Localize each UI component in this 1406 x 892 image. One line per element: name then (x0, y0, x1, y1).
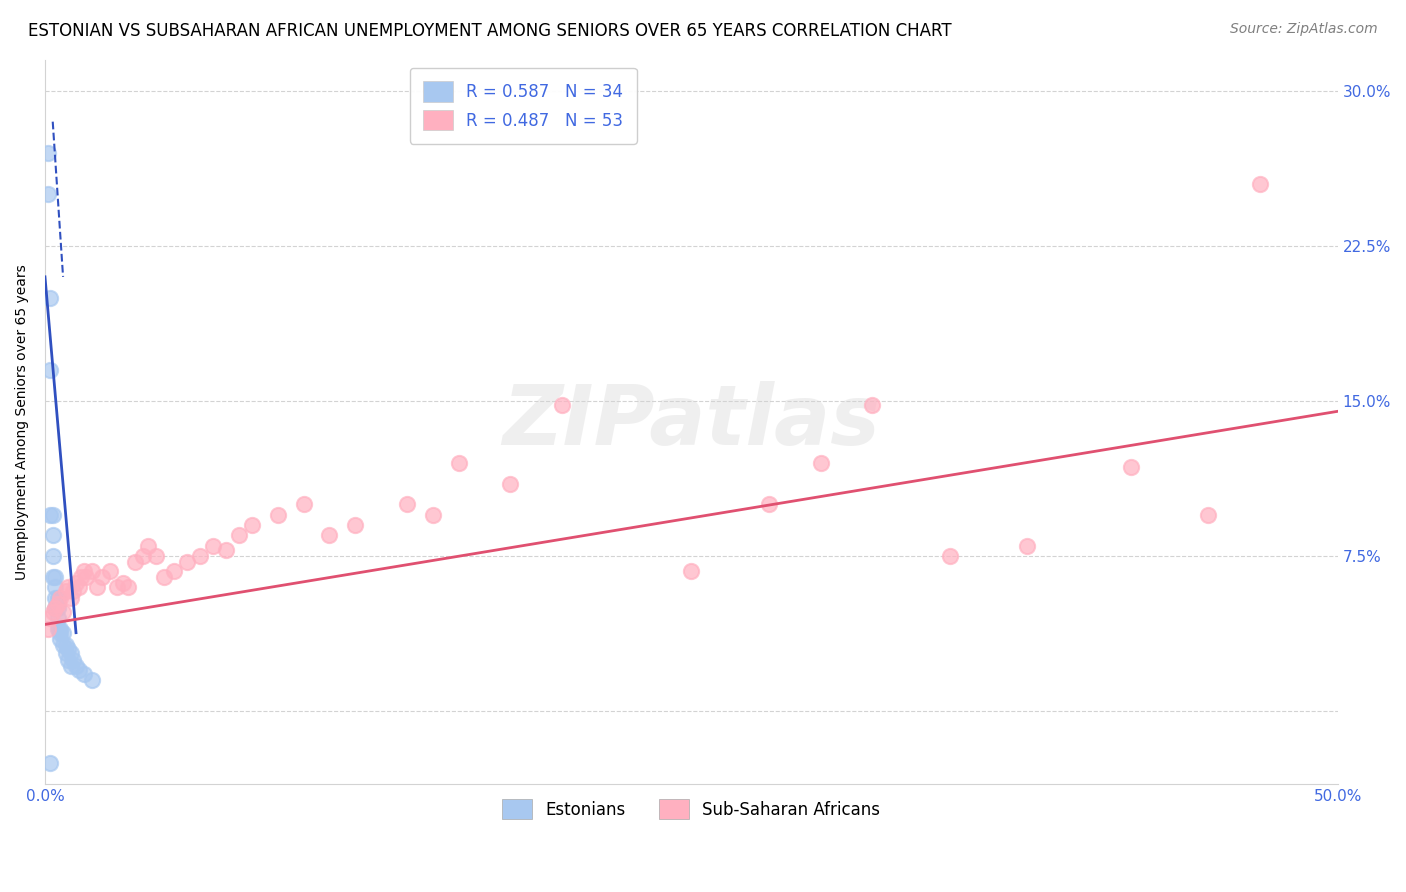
Point (132, 549, 155, 563)
Point (52, 605, 75, 619)
Point (98, 564, 121, 578)
Point (499, 476, 522, 491)
Point (59, 647, 82, 661)
Point (1197, 508, 1219, 522)
Point (73, 564, 96, 578)
Point (37, 622, 59, 636)
Point (52, 625, 75, 640)
Point (67, 663, 90, 677)
Point (176, 555, 198, 569)
Point (75, 570, 97, 584)
Point (52, 638, 75, 652)
Point (117, 580, 139, 594)
Point (42, 570, 65, 584)
Point (65, 576, 87, 591)
Point (49, 591, 72, 605)
Point (70, 570, 93, 584)
Text: ESTONIAN VS SUBSAHARAN AFRICAN UNEMPLOYMENT AMONG SENIORS OVER 65 YEARS CORRELAT: ESTONIAN VS SUBSAHARAN AFRICAN UNEMPLOYM… (28, 22, 952, 40)
Point (422, 508, 444, 522)
Point (758, 497, 780, 511)
Point (80, 564, 103, 578)
Point (1017, 539, 1039, 553)
Point (39, 363, 62, 377)
Point (80, 673, 103, 688)
Point (73, 667, 96, 681)
Point (44, 580, 66, 594)
Point (39, 291, 62, 305)
Point (44, 570, 66, 584)
Point (58, 652, 80, 666)
Point (55, 584, 77, 599)
Point (42, 508, 65, 522)
Text: Source: ZipAtlas.com: Source: ZipAtlas.com (1230, 22, 1378, 37)
Point (42, 549, 65, 563)
Point (46, 611, 69, 625)
Point (42, 605, 65, 619)
Point (46, 597, 69, 611)
Point (318, 528, 340, 542)
Point (44, 600, 66, 615)
Point (55, 638, 77, 652)
Point (111, 576, 134, 591)
Point (46, 622, 69, 636)
Point (49, 622, 72, 636)
Point (266, 508, 288, 522)
Point (39, 508, 62, 522)
Point (58, 580, 80, 594)
Point (292, 497, 315, 511)
Point (90, 570, 112, 584)
Point (810, 456, 832, 470)
Point (44, 600, 66, 615)
Point (163, 564, 186, 578)
Point (55, 647, 77, 661)
Point (447, 456, 470, 470)
Point (62, 652, 84, 666)
Legend: Estonians, Sub-Saharan Africans: Estonians, Sub-Saharan Africans (495, 792, 887, 826)
Point (67, 580, 90, 594)
Point (49, 632, 72, 646)
Point (86, 580, 108, 594)
Point (228, 528, 250, 542)
Point (215, 543, 238, 558)
Point (37, 187, 59, 202)
Point (39, 756, 62, 770)
Point (240, 518, 263, 533)
Point (59, 658, 82, 673)
Point (105, 580, 128, 594)
Point (44, 591, 66, 605)
Point (138, 539, 160, 553)
Point (58, 642, 80, 657)
Point (145, 549, 167, 563)
Point (395, 497, 418, 511)
Point (681, 564, 703, 578)
Point (939, 549, 962, 563)
Point (153, 570, 176, 584)
Point (39, 611, 62, 625)
Point (65, 658, 87, 673)
Text: ZIPatlas: ZIPatlas (502, 381, 880, 462)
Point (188, 549, 211, 563)
Point (46, 591, 69, 605)
Point (49, 625, 72, 640)
Point (551, 398, 574, 412)
Point (59, 591, 82, 605)
Point (62, 584, 84, 599)
Point (46, 600, 69, 615)
Point (124, 555, 146, 569)
Point (344, 518, 367, 533)
Y-axis label: Unemployment Among Seniors over 65 years: Unemployment Among Seniors over 65 years (15, 264, 30, 580)
Point (1119, 460, 1142, 475)
Point (42, 528, 65, 542)
Point (860, 398, 883, 412)
Point (37, 145, 59, 160)
Point (202, 539, 225, 553)
Point (1249, 177, 1271, 191)
